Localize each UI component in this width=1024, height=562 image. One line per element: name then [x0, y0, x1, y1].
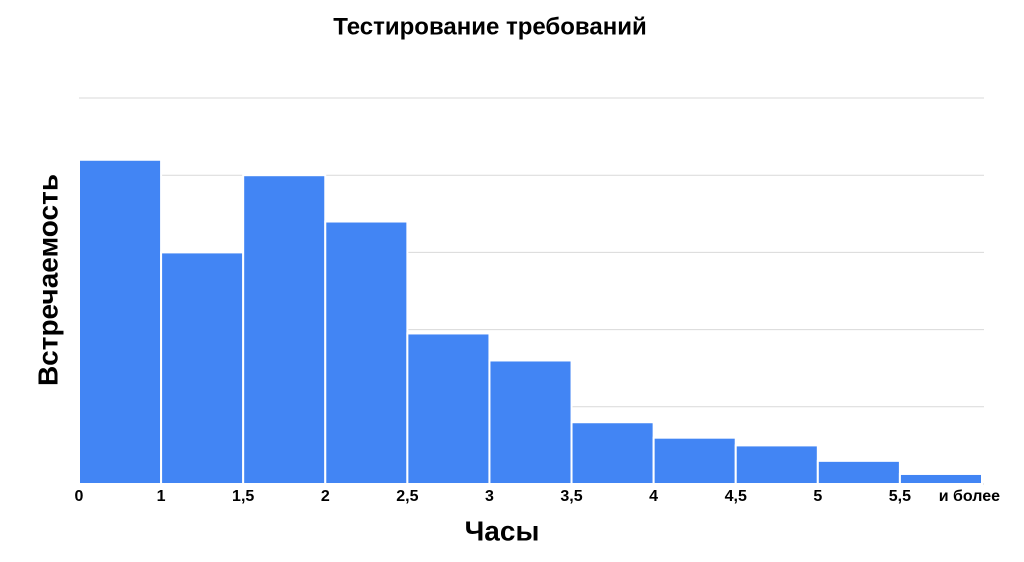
- x-tick-label: 2,5: [396, 488, 418, 505]
- bar: [242, 174, 327, 485]
- x-tick-label: 4: [649, 488, 658, 505]
- bar: [488, 359, 573, 486]
- bar: [160, 251, 245, 485]
- x-tick-label: 3: [485, 488, 494, 505]
- x-axis-label: Часы: [465, 515, 540, 546]
- x-tick-label: 4,5: [725, 488, 747, 505]
- chart-title: Тестирование требований: [333, 13, 646, 40]
- x-tick-label: 2: [321, 488, 330, 505]
- x-tick-label: и более: [939, 488, 1000, 505]
- bar: [324, 220, 409, 486]
- x-tick-label: 0: [75, 488, 84, 505]
- bar: [406, 332, 491, 485]
- bar: [78, 158, 163, 485]
- x-tick-label: 1: [157, 488, 166, 505]
- x-tick-label: 3,5: [560, 488, 582, 505]
- bar: [570, 421, 655, 485]
- x-tick-label: 1,5: [232, 488, 254, 505]
- x-tick-label: 5,5: [889, 488, 911, 505]
- bar: [734, 444, 819, 485]
- y-axis-label: Встречаемость: [32, 174, 63, 386]
- bar: [652, 436, 737, 485]
- bar: [898, 472, 984, 485]
- bar: [816, 459, 901, 485]
- x-tick-label: 5: [813, 488, 822, 505]
